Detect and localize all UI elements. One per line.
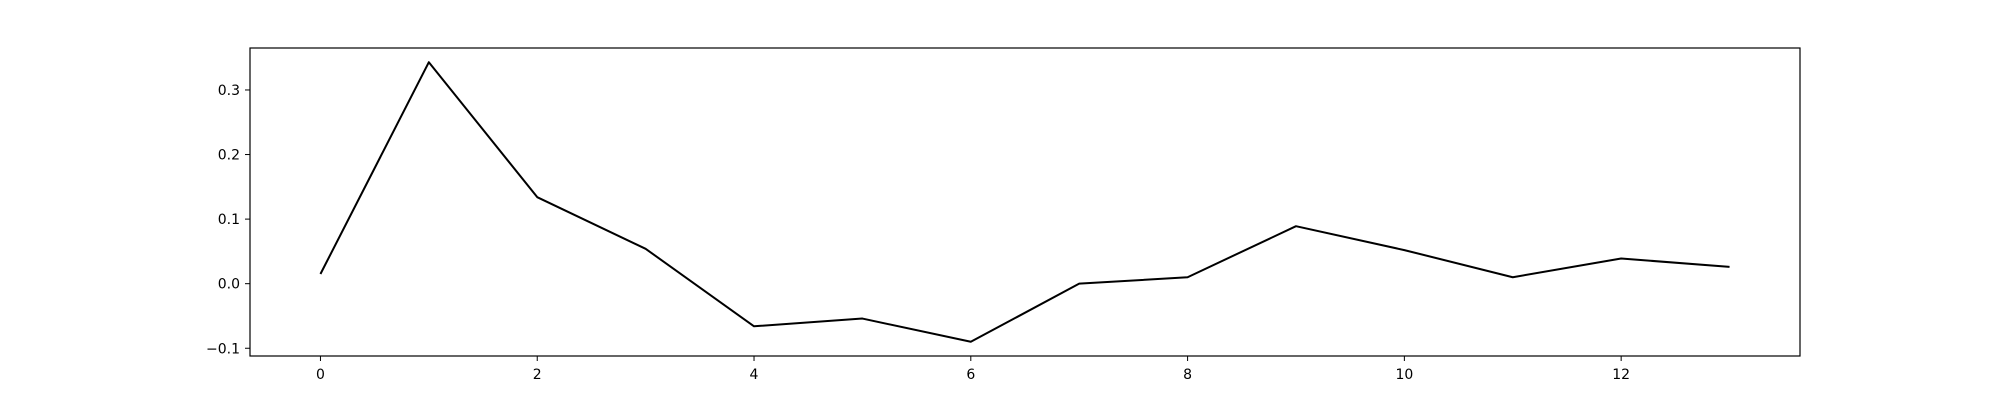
series-line xyxy=(320,62,1729,342)
y-tick-label: 0.2 xyxy=(218,148,240,164)
x-tick-label: 8 xyxy=(1183,367,1192,383)
plot-frame xyxy=(250,48,1800,356)
x-tick-label: 2 xyxy=(533,367,542,383)
y-tick-label: −0.1 xyxy=(206,341,240,357)
x-tick-label: 10 xyxy=(1395,367,1413,383)
x-tick-label: 12 xyxy=(1612,367,1630,383)
x-tick-label: 6 xyxy=(966,367,975,383)
x-tick-label: 4 xyxy=(750,367,759,383)
series-layer xyxy=(320,62,1729,342)
y-axis-ticks: −0.1 0.0 0.1 0.2 0.3 xyxy=(206,83,250,357)
y-tick-label: 0.1 xyxy=(218,212,240,228)
y-tick-label: 0.0 xyxy=(218,277,240,293)
x-tick-label: 0 xyxy=(316,367,325,383)
x-axis-ticks: 0 2 4 6 8 10 12 xyxy=(316,356,1630,383)
y-tick-label: 0.3 xyxy=(218,83,240,99)
